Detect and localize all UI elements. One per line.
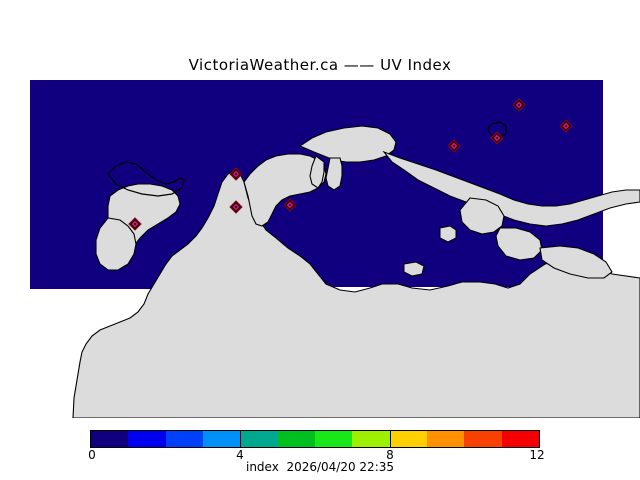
station-marker-group[interactable]	[128, 98, 573, 231]
colorbar-tick-labels: 0 4 8 12	[88, 448, 544, 464]
colorbar-segment-11	[501, 431, 539, 447]
colorbar-label-12: 12	[529, 448, 545, 462]
station-marker[interactable]	[128, 217, 142, 231]
colorbar-caption: index 2026/04/20 22:35	[245, 460, 395, 474]
colorbar-segment-2	[165, 431, 203, 447]
landmass-group	[72, 125, 640, 418]
colorbar-segment-10	[464, 431, 502, 447]
map-canvas[interactable]	[0, 78, 640, 418]
station-marker[interactable]	[512, 98, 526, 112]
station-marker[interactable]	[229, 167, 243, 181]
colorbar-segment-9	[426, 431, 465, 447]
colorbar-tick-4	[240, 430, 241, 448]
colorbar[interactable]	[90, 430, 540, 448]
colorbar-label-0: 0	[88, 448, 96, 462]
station-marker[interactable]	[229, 200, 243, 214]
island-outline	[107, 161, 185, 197]
colorbar-label-4: 4	[236, 448, 244, 462]
station-marker[interactable]	[283, 198, 297, 212]
station-marker[interactable]	[490, 131, 504, 145]
colorbar-segment-5	[277, 431, 315, 447]
colorbar-segment-1	[128, 431, 166, 447]
colorbar-segment-8	[389, 431, 427, 447]
colorbar-gradient[interactable]	[90, 430, 540, 448]
page-title: VictoriaWeather.ca —— UV Index	[188, 56, 452, 74]
station-marker[interactable]	[559, 119, 573, 133]
colorbar-segment-7	[352, 431, 390, 447]
colorbar-segment-3	[202, 431, 241, 447]
station-marker[interactable]	[447, 139, 461, 153]
colorbar-segment-0	[91, 431, 129, 447]
colorbar-segment-4	[240, 431, 278, 447]
colorbar-tick-8	[390, 430, 391, 448]
map-svg	[0, 78, 640, 418]
island-outline-small	[487, 121, 507, 139]
colorbar-label-8: 8	[386, 448, 394, 462]
colorbar-segment-6	[314, 431, 353, 447]
